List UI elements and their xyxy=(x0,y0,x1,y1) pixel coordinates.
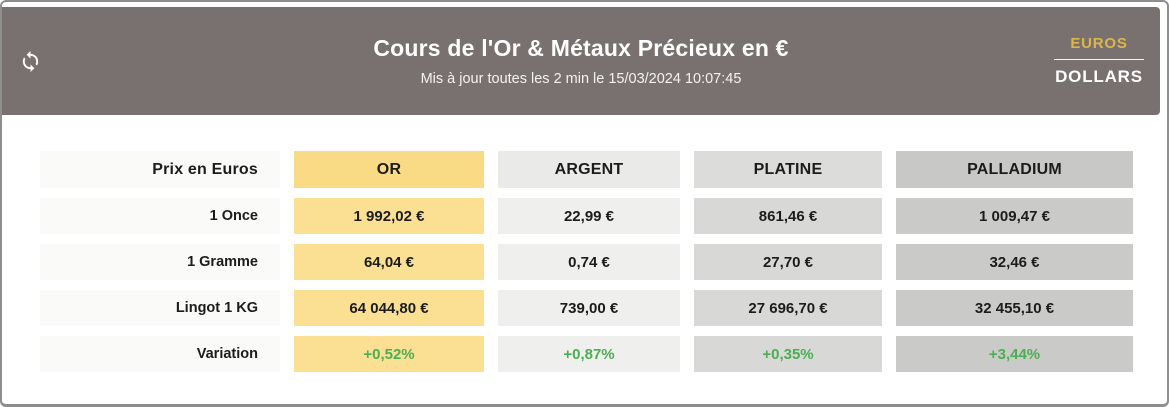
prices-table: Prix en Euros OR ARGENT PLATINE PALLADIU… xyxy=(40,151,1167,372)
price-cell: 27 696,70 € xyxy=(694,290,882,326)
price-cell: 1 992,02 € xyxy=(294,198,484,234)
currency-toggle: EUROS DOLLARS xyxy=(1051,35,1147,87)
refresh-button[interactable] xyxy=(15,46,45,76)
page-title: Cours de l'Or & Métaux Précieux en € xyxy=(373,35,789,61)
price-cell: 22,99 € xyxy=(498,198,680,234)
widget-header: Cours de l'Or & Métaux Précieux en € Mis… xyxy=(2,7,1160,115)
refresh-icon xyxy=(22,50,38,72)
variation-cell: +0,52% xyxy=(294,336,484,372)
column-header-palladium: PALLADIUM xyxy=(896,151,1133,188)
variation-cell: +0,35% xyxy=(694,336,882,372)
variation-cell: +3,44% xyxy=(896,336,1133,372)
price-cell: 1 009,47 € xyxy=(896,198,1133,234)
column-header-argent: ARGENT xyxy=(498,151,680,188)
currency-option-euros[interactable]: EUROS xyxy=(1070,35,1128,52)
price-cell: 0,74 € xyxy=(498,244,680,280)
price-cell: 739,00 € xyxy=(498,290,680,326)
row-label-gramme: 1 Gramme xyxy=(40,244,280,280)
table-corner-label: Prix en Euros xyxy=(40,151,280,188)
column-header-or: OR xyxy=(294,151,484,188)
price-cell: 27,70 € xyxy=(694,244,882,280)
price-cell: 861,46 € xyxy=(694,198,882,234)
last-updated-text: Mis à jour toutes les 2 min le 15/03/202… xyxy=(420,71,742,87)
row-label-variation: Variation xyxy=(40,336,280,372)
price-cell: 64 044,80 € xyxy=(294,290,484,326)
price-cell: 32,46 € xyxy=(896,244,1133,280)
currency-option-dollars[interactable]: DOLLARS xyxy=(1055,67,1143,86)
currency-toggle-divider xyxy=(1054,59,1144,60)
row-label-lingot: Lingot 1 KG xyxy=(40,290,280,326)
price-cell: 64,04 € xyxy=(294,244,484,280)
column-header-platine: PLATINE xyxy=(694,151,882,188)
row-label-once: 1 Once xyxy=(40,198,280,234)
variation-cell: +0,87% xyxy=(498,336,680,372)
price-cell: 32 455,10 € xyxy=(896,290,1133,326)
